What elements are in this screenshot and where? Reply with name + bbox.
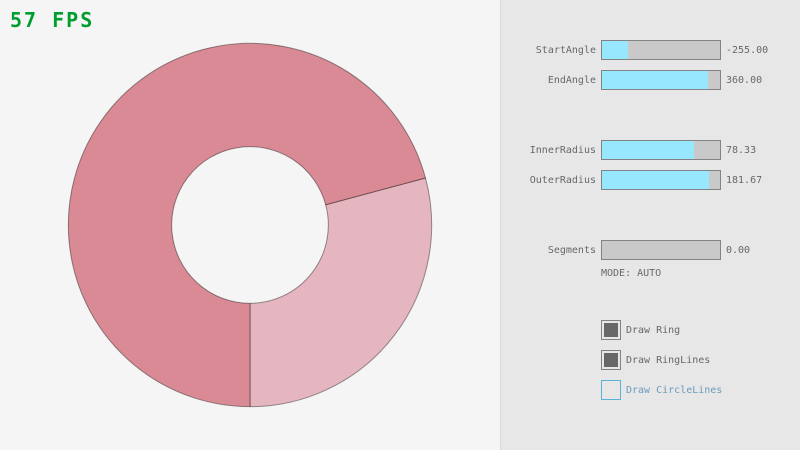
draw-ring-label: Draw Ring <box>626 325 681 336</box>
slider-row-end-angle: EndAngle 360.00 <box>501 70 800 90</box>
draw-ringlines-label: Draw RingLines <box>626 355 711 366</box>
inner-radius-slider[interactable] <box>601 140 721 160</box>
end-angle-label: EndAngle <box>547 75 596 86</box>
end-angle-slider[interactable] <box>601 70 721 90</box>
mode-label: MODE: AUTO <box>601 268 662 279</box>
slider-row-outer-radius: OuterRadius 181.67 <box>501 170 800 190</box>
draw-ring-checkbox-row: Draw Ring <box>501 320 800 340</box>
end-angle-value: 360.00 <box>726 75 763 86</box>
outer-radius-slider[interactable] <box>601 170 721 190</box>
draw-circlelines-checkbox-row: Draw CircleLines <box>501 380 800 400</box>
inner-radius-slider-fill <box>602 141 695 159</box>
segments-label: Segments <box>547 245 596 256</box>
draw-ring-checkbox[interactable] <box>601 320 621 340</box>
draw-circlelines-checkbox[interactable] <box>601 380 621 400</box>
draw-circlelines-label: Draw CircleLines <box>626 385 723 396</box>
draw-ringlines-checkbox-row: Draw RingLines <box>501 350 800 370</box>
start-angle-label: StartAngle <box>535 45 596 56</box>
ring-sector-light <box>249 177 433 408</box>
outer-radius-value: 181.67 <box>726 175 763 186</box>
end-angle-slider-fill <box>602 71 709 89</box>
segments-value: 0.00 <box>726 245 751 256</box>
start-angle-slider-fill <box>602 41 628 59</box>
outer-radius-slider-fill <box>602 171 710 189</box>
inner-radius-label: InnerRadius <box>529 145 596 156</box>
slider-row-inner-radius: InnerRadius 78.33 <box>501 140 800 160</box>
fps-counter: 57 FPS <box>10 8 95 32</box>
slider-row-segments: Segments 0.00 <box>501 240 800 260</box>
slider-row-start-angle: StartAngle -255.00 <box>501 40 800 60</box>
ring-sector-dark <box>67 42 427 408</box>
draw-ringlines-checkbox[interactable] <box>601 350 621 370</box>
start-angle-slider[interactable] <box>601 40 721 60</box>
draw-ring-checkmark <box>604 323 618 337</box>
draw-ringlines-checkmark <box>604 353 618 367</box>
start-angle-value: -255.00 <box>726 45 769 56</box>
control-panel: StartAngle -255.00 EndAngle 360.00 Inner… <box>500 0 800 450</box>
inner-radius-value: 78.33 <box>726 145 757 156</box>
outer-radius-label: OuterRadius <box>529 175 596 186</box>
segments-slider[interactable] <box>601 240 721 260</box>
